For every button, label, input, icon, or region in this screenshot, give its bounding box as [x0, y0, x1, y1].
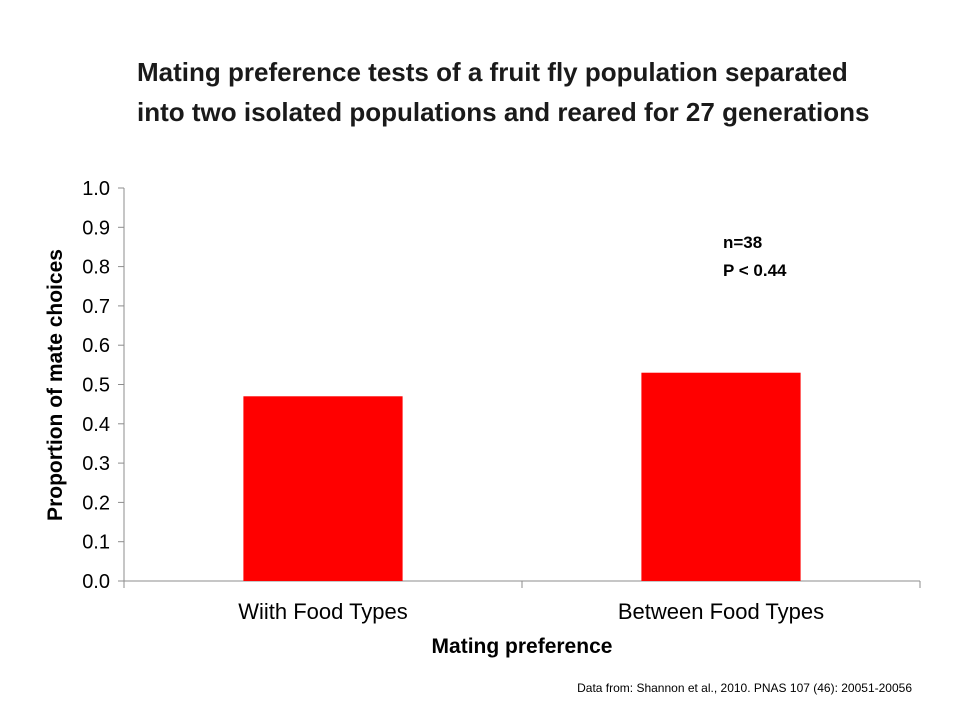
annotation-n: n=38 — [723, 233, 762, 252]
y-tick-label: 0.7 — [82, 296, 110, 318]
y-tick-label: 0.5 — [82, 375, 110, 397]
y-tick-label: 0.2 — [82, 492, 110, 514]
bar-1 — [243, 396, 403, 581]
x-category-label: Between Food Types — [618, 599, 824, 624]
x-axis-title: Mating preference — [432, 635, 613, 658]
y-axis-title: Proportion of mate choices — [44, 249, 67, 521]
y-tick-label: 0.6 — [82, 335, 110, 357]
bar-2 — [641, 372, 801, 581]
chart-bars — [243, 372, 801, 581]
y-tick-label: 0.9 — [82, 217, 110, 239]
y-tick-label: 0.8 — [82, 257, 110, 279]
source-citation: Data from: Shannon et al., 2010. PNAS 10… — [577, 681, 912, 695]
chart-labels: 0.0 0.1 0.2 0.3 0.4 0.5 0.6 0.7 0.8 0.9 1.0 Wiith F… — [82, 178, 824, 624]
chart-title: Mating preference tests of a fruit fly p… — [137, 57, 870, 127]
x-category-label: Wiith Food Types — [238, 599, 408, 624]
y-tick-label: 0.0 — [82, 571, 110, 593]
y-tick-label: 0.3 — [82, 453, 110, 475]
annotation-p: P < 0.44 — [723, 261, 787, 280]
y-tick-label: 0.1 — [82, 532, 110, 554]
y-tick-label: 1.0 — [82, 178, 110, 200]
y-tick-label: 0.4 — [82, 414, 110, 436]
